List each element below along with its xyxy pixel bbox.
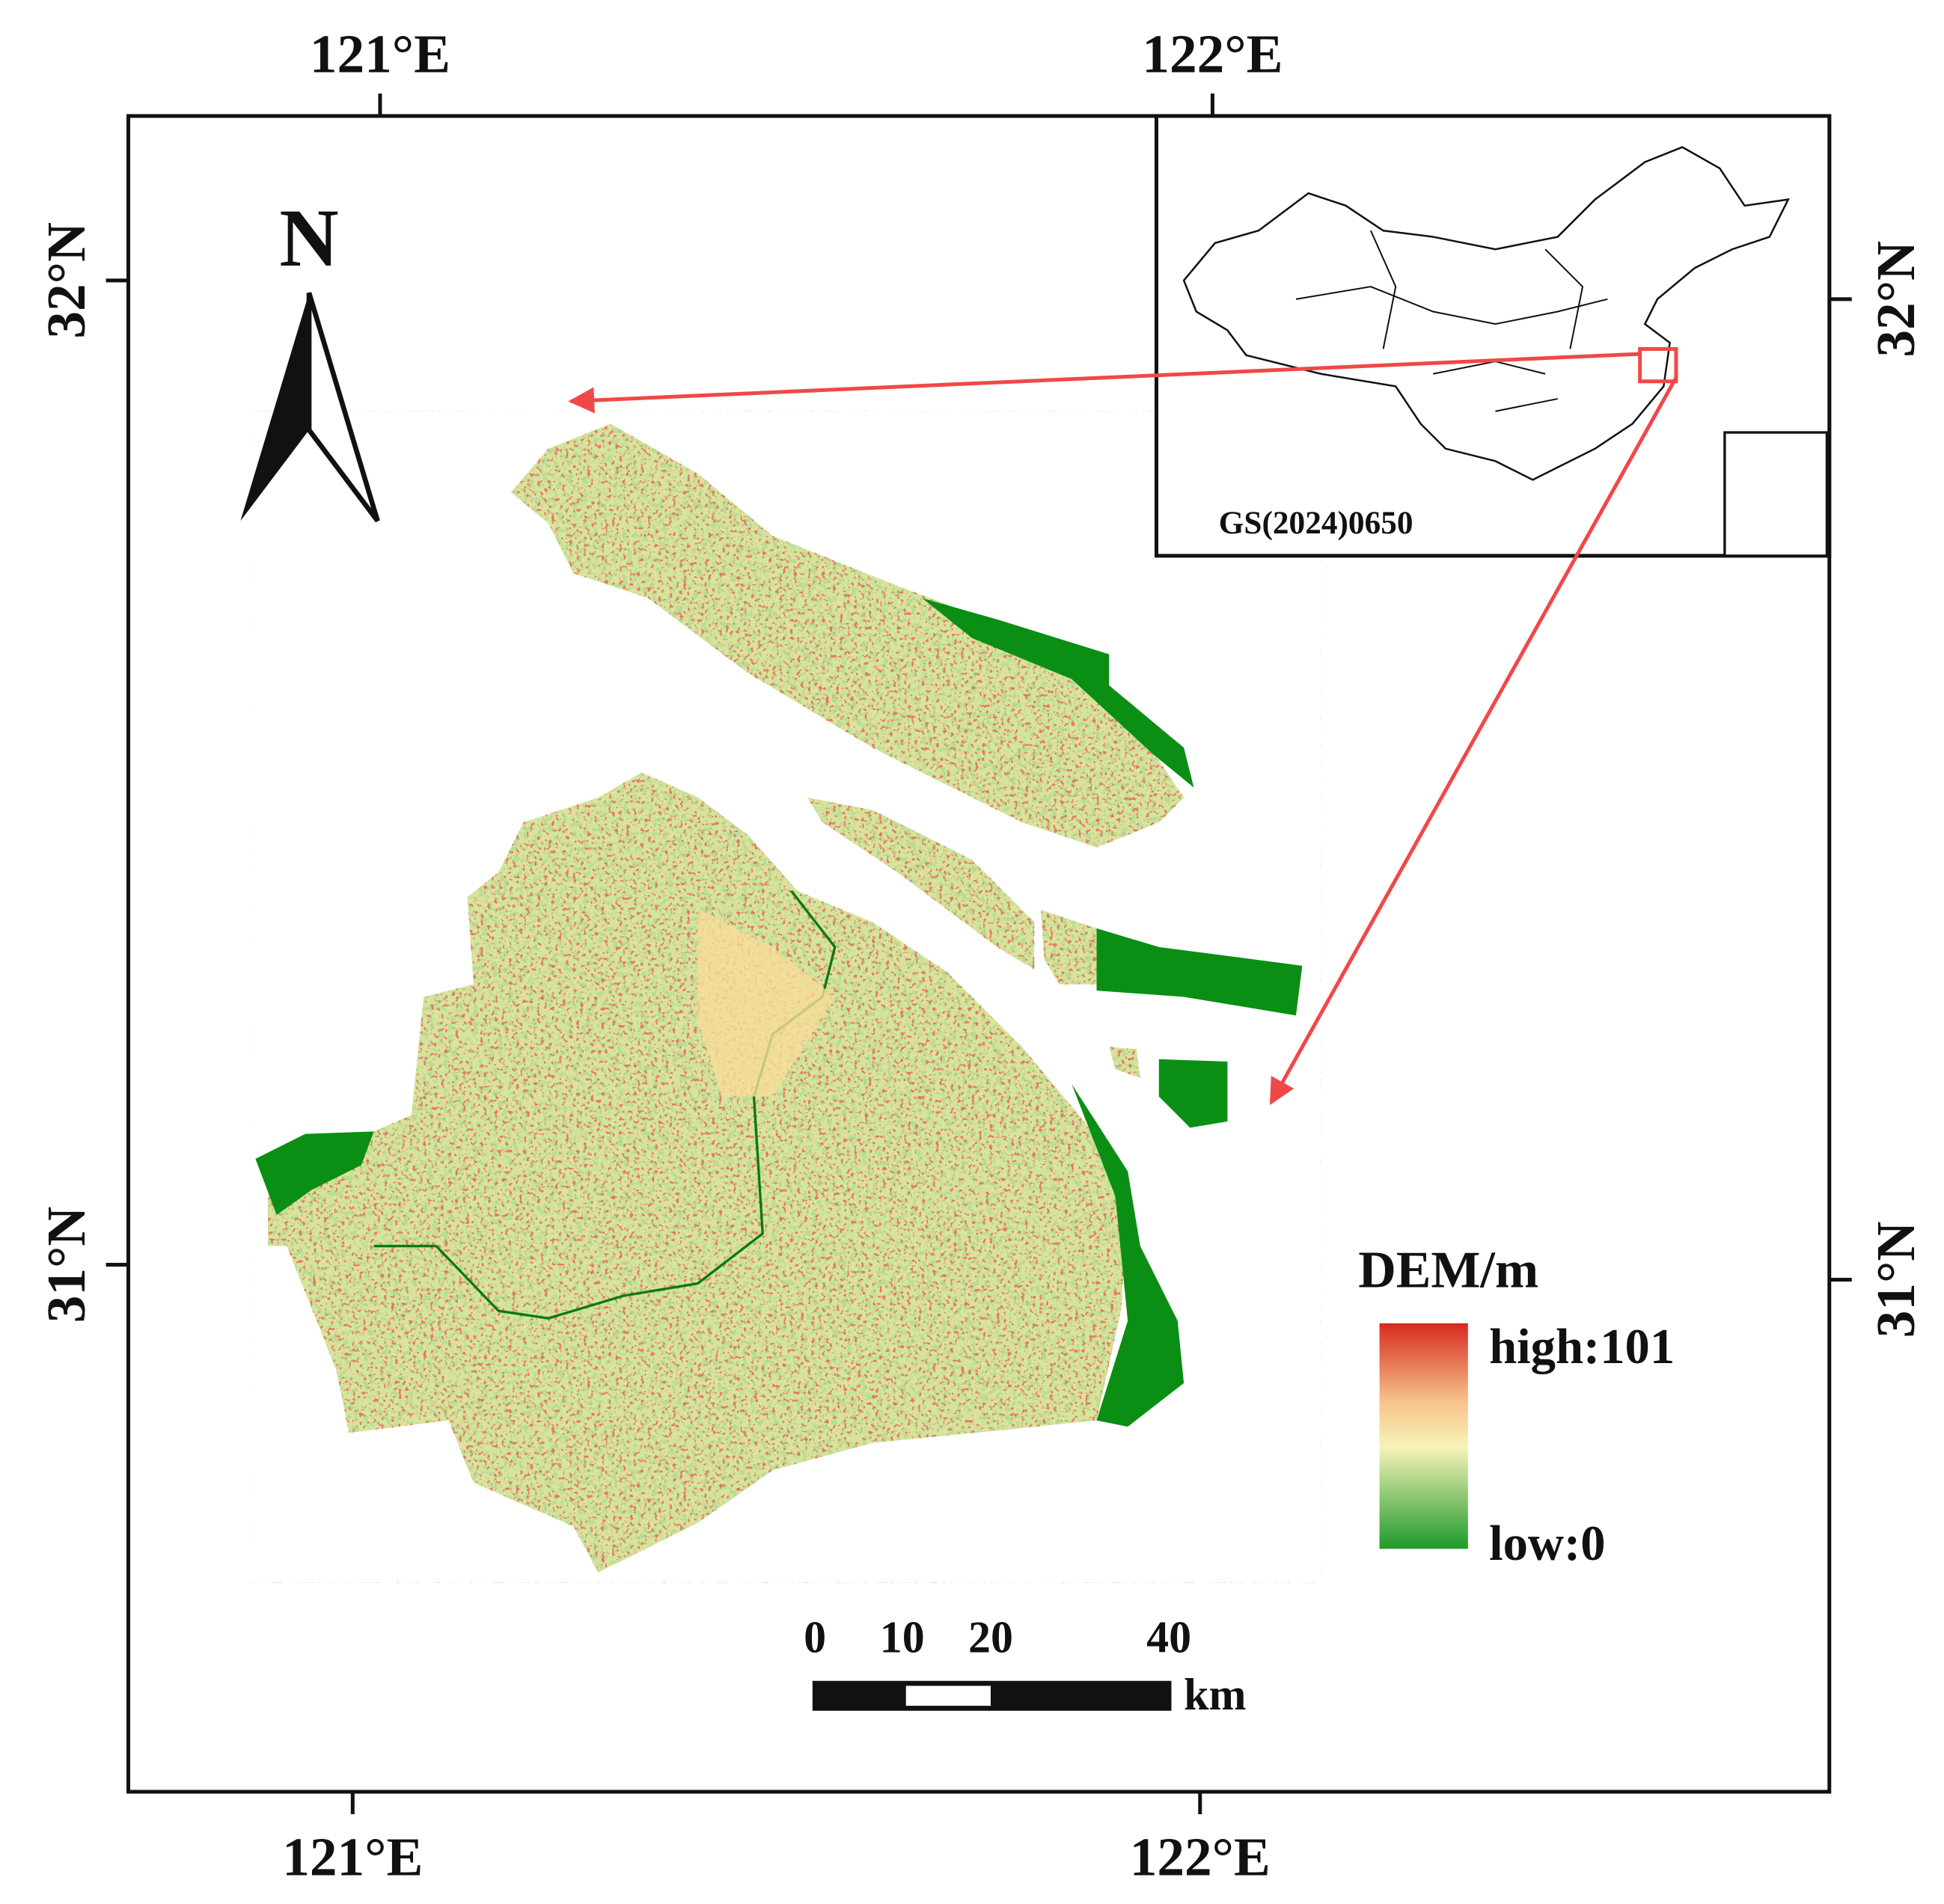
scale-bar [812, 1680, 1172, 1711]
land-mask [249, 411, 1321, 1583]
lon-label: 121°E [282, 1827, 423, 1888]
lon-label: 122°E [1142, 24, 1283, 85]
inset-label: GS(2024)0650 [1219, 505, 1413, 541]
lon-label: 121°E [310, 24, 450, 85]
scale-unit: km [1184, 1670, 1246, 1719]
mudflats [255, 598, 1303, 1427]
legend-title: DEM/m [1358, 1241, 1538, 1299]
scale-label: 20 [968, 1612, 1013, 1662]
river [373, 890, 837, 1320]
lat-label: 32°N [36, 222, 97, 338]
graticule-ticks [106, 94, 1852, 1814]
scale-label: 0 [804, 1612, 826, 1662]
south-sea-inset [1723, 431, 1829, 557]
scale-bar-segment [905, 1686, 991, 1706]
lon-label: 122°E [1130, 1827, 1271, 1888]
lat-label: 31°N [1865, 1222, 1926, 1338]
north-label: N [279, 192, 338, 284]
china-outline [1182, 146, 1791, 481]
map-frame [126, 114, 1832, 1794]
urban-area [697, 909, 835, 1097]
locator-box [1638, 346, 1678, 384]
locator-arrow [568, 352, 1640, 414]
scale-label: 40 [1146, 1612, 1191, 1662]
lat-label: 32°N [1865, 241, 1926, 357]
locator-arrow [1269, 376, 1678, 1106]
lat-label: 31°N [36, 1207, 97, 1323]
legend-high: high:101 [1489, 1320, 1675, 1374]
legend-ramp [1379, 1323, 1468, 1549]
legend-low: low:0 [1489, 1516, 1605, 1571]
scale-label: 10 [880, 1612, 925, 1662]
